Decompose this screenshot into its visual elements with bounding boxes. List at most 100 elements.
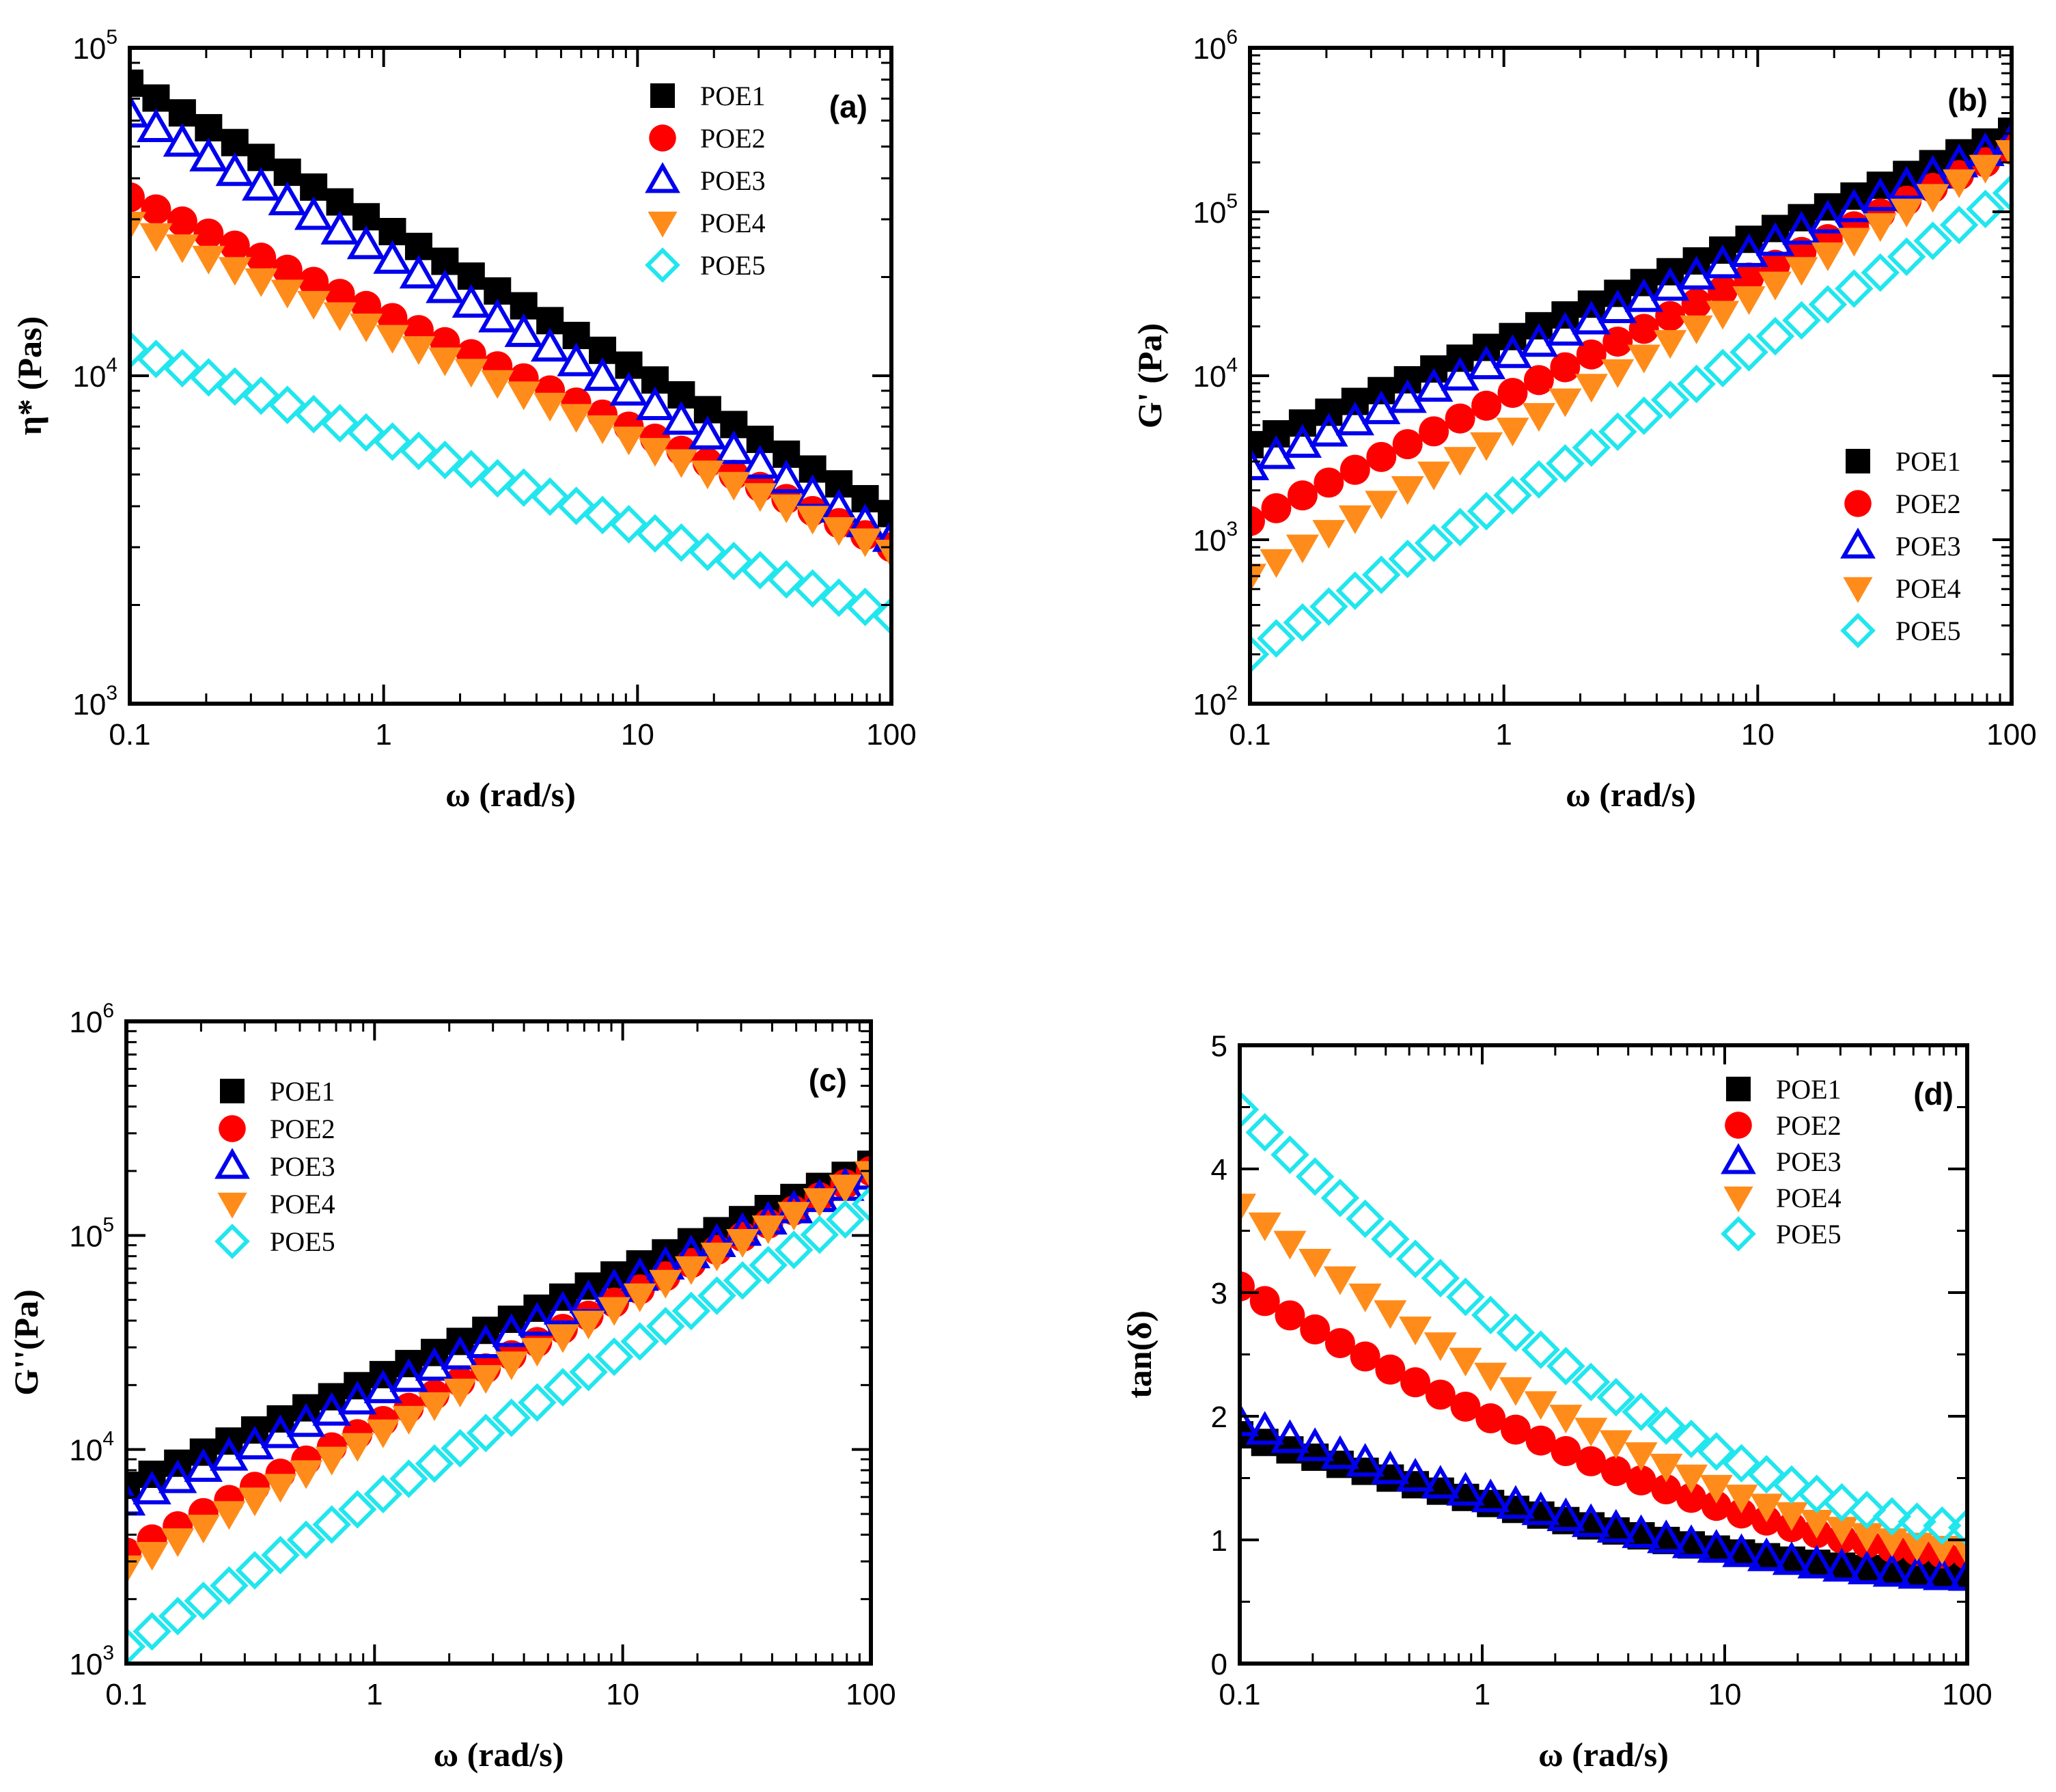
point-poe2 xyxy=(1626,1465,1656,1495)
point-poe2 xyxy=(1628,314,1659,344)
panel-c: 0.1 1 10 100 103 104 105 106 ω (rad/s) G''(Pa) (c)… xyxy=(7,1000,896,1774)
point-poe5 xyxy=(1677,364,1716,404)
point-poe5 xyxy=(826,1200,865,1239)
point-poe5 xyxy=(1421,1258,1460,1298)
point-poe5 xyxy=(1697,1432,1736,1471)
point-poe5 xyxy=(609,505,648,544)
point-poe4 xyxy=(495,1351,528,1381)
point-poe3 xyxy=(210,1437,249,1471)
point-poe2 xyxy=(1708,275,1738,306)
point-poe3 xyxy=(158,1459,197,1493)
point-poe3 xyxy=(1283,424,1322,458)
point-poe3 xyxy=(1923,1556,1962,1590)
legend-b: POE1 POE2 POE3 POE4 POE5 xyxy=(1840,446,1961,648)
point-poe3 xyxy=(1546,1497,1585,1532)
point-poe5 xyxy=(1371,1219,1410,1258)
point-poe3 xyxy=(492,1313,531,1347)
point-poe3 xyxy=(312,1392,351,1426)
point-poe4 xyxy=(1250,564,1266,593)
point-poe5 xyxy=(620,1322,659,1361)
axes-frame-b xyxy=(1248,46,2014,706)
point-poe3 xyxy=(389,1358,428,1392)
point-poe4 xyxy=(1470,432,1503,461)
point-poe5 xyxy=(189,358,228,397)
point-poe5 xyxy=(1240,1090,1260,1129)
point-poe4 xyxy=(297,290,331,320)
legend-marker-poe2 xyxy=(649,124,676,152)
point-poe4 xyxy=(1248,1212,1281,1241)
point-poe4 xyxy=(1800,1510,1833,1539)
point-poe4 xyxy=(1654,330,1687,359)
point-poe4 xyxy=(1273,1230,1307,1260)
point-poe3 xyxy=(1835,188,1874,223)
data-points-c xyxy=(126,1150,871,1664)
legend-item: POE5 xyxy=(1721,1216,1842,1252)
legend-label: POE1 xyxy=(700,81,766,111)
panel-label: (d) xyxy=(1913,1076,1954,1112)
point-poe4 xyxy=(533,392,567,422)
point-poe3 xyxy=(1496,1485,1536,1519)
point-poe2 xyxy=(1261,493,1292,523)
point-poe3 xyxy=(294,196,333,230)
point-poe5 xyxy=(872,596,891,636)
point-poe3 xyxy=(1782,210,1821,245)
point-poe5 xyxy=(1257,619,1296,658)
point-poe3 xyxy=(1421,1465,1460,1499)
point-poe5 xyxy=(851,1185,871,1224)
point-poe4 xyxy=(1732,286,1766,315)
point-poe3 xyxy=(1797,1545,1836,1579)
series-poe5-d xyxy=(1240,1090,1967,1547)
y-tick-label: 5 xyxy=(1211,1030,1227,1063)
point-poe5 xyxy=(569,1352,608,1392)
point-poe4 xyxy=(691,460,724,490)
point-poe5 xyxy=(1729,333,1768,372)
point-poe4 xyxy=(743,483,777,512)
point-poe4 xyxy=(623,1283,656,1312)
point-poe2 xyxy=(1392,429,1423,460)
point-poe5 xyxy=(1519,460,1559,499)
point-poe4 xyxy=(1969,154,2002,184)
axes-frame-c xyxy=(124,1019,873,1666)
point-poe4 xyxy=(1785,257,1818,286)
point-poe4 xyxy=(1775,1502,1808,1531)
point-poe2 xyxy=(130,182,145,212)
point-poe1 xyxy=(273,158,301,187)
point-poe5 xyxy=(210,1566,249,1605)
legend-label: POE1 xyxy=(270,1076,335,1107)
y-tick-label: 103 xyxy=(1193,518,1238,557)
point-poe5 xyxy=(373,422,412,461)
point-poe4 xyxy=(1443,447,1477,476)
point-poe5 xyxy=(1703,348,1742,387)
point-poe3 xyxy=(130,94,150,128)
legend-item: POE2 xyxy=(219,1114,335,1144)
point-poe5 xyxy=(1361,555,1401,594)
legend-marker-poe1 xyxy=(1726,1077,1751,1101)
point-poe5 xyxy=(774,1230,814,1269)
point-poe5 xyxy=(1747,1455,1786,1494)
point-poe5 xyxy=(1320,1178,1360,1217)
point-poe3 xyxy=(441,1336,480,1370)
point-poe5 xyxy=(235,1551,275,1590)
panel-label: (a) xyxy=(829,89,867,124)
point-poe4 xyxy=(638,438,671,467)
point-poe4 xyxy=(165,234,199,264)
point-poe4 xyxy=(1522,403,1555,432)
point-poe5 xyxy=(1414,523,1454,563)
data-points-a xyxy=(130,69,891,636)
point-poe3 xyxy=(346,225,386,260)
point-poe2 xyxy=(193,218,224,249)
point-poe5 xyxy=(1395,1239,1435,1278)
point-poe5 xyxy=(441,1429,480,1468)
legend-label: POE2 xyxy=(700,123,766,154)
point-poe3 xyxy=(1697,1529,1736,1563)
legend-marker-poe3 xyxy=(1721,1143,1756,1174)
legend-item: POE5 xyxy=(214,1224,335,1259)
point-poe5 xyxy=(1622,1392,1661,1431)
point-poe2 xyxy=(1250,506,1265,536)
point-poe5 xyxy=(1847,1490,1887,1530)
point-poe3 xyxy=(1320,1435,1360,1470)
point-poe5 xyxy=(338,1489,377,1529)
point-poe3 xyxy=(1598,289,1637,324)
point-poe4 xyxy=(1926,1536,1959,1565)
point-poe3 xyxy=(1519,323,1559,357)
